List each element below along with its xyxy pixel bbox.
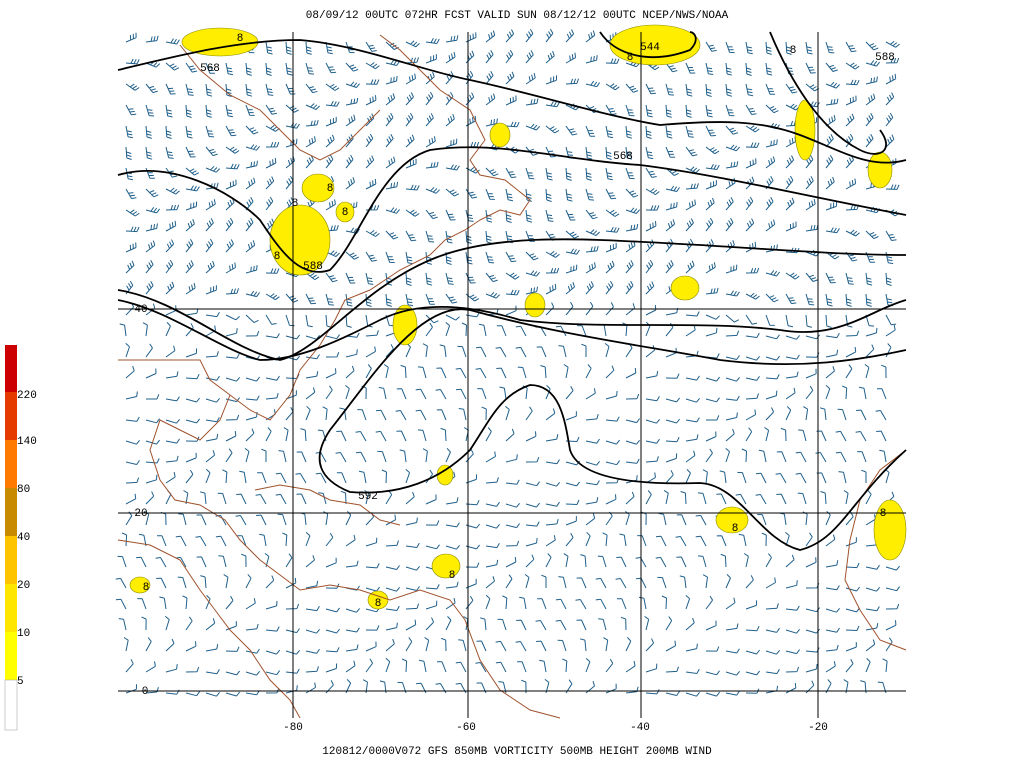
vorticity-label: 8 <box>274 251 281 263</box>
color-scale: 220 140 80 40 20 10 5 <box>4 345 37 731</box>
vorticity-label: 8 <box>627 52 634 64</box>
longitude-label: -80 <box>283 722 303 734</box>
vorticity-area <box>873 499 907 561</box>
scale-swatch <box>5 345 17 392</box>
scale-label: 220 <box>17 390 37 402</box>
coastline <box>117 539 301 719</box>
scale-label: 80 <box>17 484 30 496</box>
vorticity-label: 8 <box>449 570 456 582</box>
contour-line <box>318 308 907 551</box>
vorticity-area <box>392 304 418 346</box>
scale-swatch <box>5 488 17 536</box>
latitude-label: 20 <box>134 508 147 520</box>
scale-label: 10 <box>17 628 30 640</box>
contour-label: 568 <box>613 151 633 163</box>
contour-label: 588 <box>303 261 323 273</box>
longitude-label: -20 <box>808 722 828 734</box>
contour-line <box>599 31 697 58</box>
scale-label: 40 <box>17 532 30 544</box>
scale-label: 20 <box>17 580 30 592</box>
vorticity-label: 8 <box>790 45 797 57</box>
vorticity-label: 8 <box>375 598 382 610</box>
contour-label: 588 <box>875 52 895 64</box>
map-title: 08/09/12 00UTC 072HR FCST VALID SUN 08/1… <box>306 10 729 22</box>
contour-line <box>117 238 907 361</box>
height-contours <box>117 31 907 551</box>
latitude-label: 0 <box>142 686 149 698</box>
vorticity-area <box>670 275 700 301</box>
vorticity-areas <box>129 24 907 610</box>
wind-barbs <box>115 28 901 697</box>
contour-line <box>769 31 887 155</box>
vorticity-area <box>301 173 335 203</box>
vorticity-label: 8 <box>327 183 334 195</box>
longitude-label: -60 <box>456 722 476 734</box>
contour-line <box>117 39 907 164</box>
contour-label: 568 <box>200 63 220 75</box>
coastline <box>844 449 907 651</box>
scale-swatch <box>5 536 17 584</box>
vorticity-area <box>524 292 546 318</box>
coastlines <box>117 34 907 719</box>
vorticity-label: 8 <box>732 523 739 535</box>
scale-swatch <box>5 392 17 440</box>
vorticity-label: 8 <box>292 198 299 210</box>
vorticity-area <box>867 151 893 189</box>
scale-swatch <box>4 679 18 731</box>
vorticity-label: 8 <box>342 207 349 219</box>
vorticity-area <box>794 99 816 161</box>
latitude-label: 40 <box>134 304 147 316</box>
longitude-label: -40 <box>630 722 650 734</box>
vorticity-area <box>129 576 151 594</box>
coastline <box>254 484 401 526</box>
scale-swatch <box>5 632 17 680</box>
coastline <box>149 394 561 719</box>
vorticity-area <box>335 201 355 223</box>
vorticity-area <box>431 553 461 579</box>
scale-label: 140 <box>17 436 37 448</box>
scale-label: 5 <box>17 676 24 688</box>
scale-swatch <box>5 440 17 488</box>
contour-line <box>117 146 907 273</box>
vorticity-area <box>269 204 331 276</box>
vorticity-area <box>489 122 511 148</box>
wind-barb <box>115 28 901 697</box>
vorticity-area <box>436 464 454 486</box>
contour-label: 592 <box>358 491 378 503</box>
coastline <box>179 44 381 161</box>
coastline <box>118 34 531 421</box>
scale-swatch <box>5 584 17 632</box>
vorticity-label: 8 <box>143 582 150 594</box>
vorticity-area <box>367 590 389 610</box>
vorticity-label: 8 <box>880 508 887 520</box>
contour-labels: 568 588 544 568 588 592 <box>200 42 895 503</box>
vorticity-label: 8 <box>237 33 244 45</box>
map-caption: 120812/0000V072 GFS 850MB VORTICITY 500M… <box>322 746 712 758</box>
lat-lon-grid <box>118 32 906 718</box>
contour-label: 544 <box>640 42 660 54</box>
